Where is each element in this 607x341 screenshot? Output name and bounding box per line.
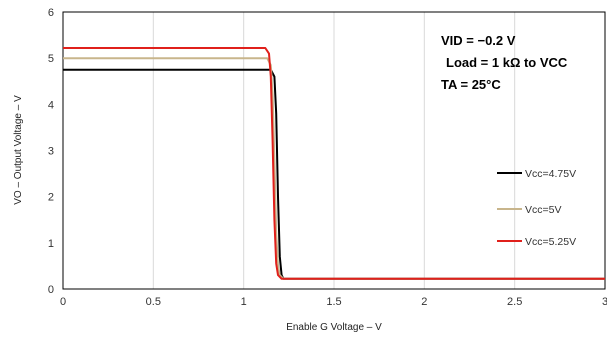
- grid-layer: [152, 12, 516, 289]
- y-tick-label: 3: [48, 146, 54, 158]
- legend-entry: Vcc=5V: [525, 204, 561, 216]
- x-tick-label: 2: [421, 296, 427, 308]
- x-axis-label: Enable G Voltage – V: [286, 322, 382, 333]
- plot-frame: [62, 11, 606, 290]
- x-tick-labels: 0 0.5 1 1.5 2 2.5 3: [60, 296, 607, 308]
- x-tick-label: 1: [241, 296, 247, 308]
- y-axis-label: VO – Output Voltage – V: [13, 95, 24, 205]
- x-tick-label: 0: [60, 296, 66, 308]
- annotation-block: VID = −0.2 V Load = 1 kΩ to VCC TA = 25°…: [441, 33, 568, 92]
- y-tick-label: 5: [48, 53, 54, 65]
- annotation-vid: VID = −0.2 V: [441, 33, 516, 48]
- series-layer: [63, 47, 605, 280]
- x-tick-label: 0.5: [146, 296, 161, 308]
- y-tick-label: 2: [48, 192, 54, 204]
- y-tick-labels: 0 1 2 3 4 5 6: [48, 7, 54, 296]
- series-line-vcc-5-25v: [63, 47, 605, 280]
- x-tick-label: 2.5: [507, 296, 522, 308]
- x-tick-label: 3: [602, 296, 607, 308]
- y-tick-label: 0: [48, 284, 54, 296]
- legend-entry: Vcc=4.75V: [525, 168, 576, 180]
- annotation-ta: TA = 25°C: [441, 77, 501, 92]
- y-tick-label: 1: [48, 238, 54, 250]
- annotation-load: Load = 1 kΩ to VCC: [446, 55, 568, 70]
- legend: Vcc=4.75V Vcc=5V Vcc=5.25V: [497, 168, 576, 248]
- y-tick-label: 4: [48, 99, 54, 111]
- y-tick-label: 6: [48, 7, 54, 19]
- x-tick-label: 1.5: [326, 296, 341, 308]
- legend-entry: Vcc=5.25V: [525, 236, 576, 248]
